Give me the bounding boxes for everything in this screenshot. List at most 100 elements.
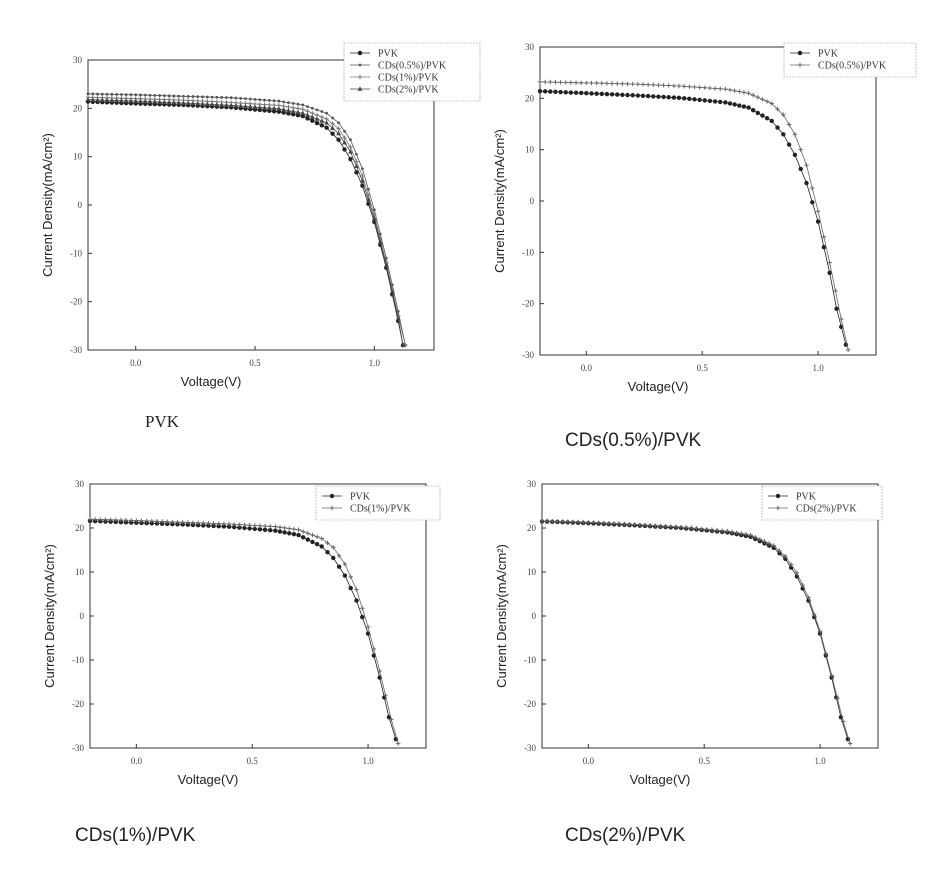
- data-point: [622, 521, 627, 527]
- data-point: [221, 524, 227, 529]
- data-point: [257, 523, 263, 528]
- data-point: [291, 526, 297, 532]
- y-tick-label: -30: [70, 345, 82, 355]
- y-axis-label: Current Density(mA/cm²): [492, 129, 507, 273]
- data-point: [723, 100, 728, 105]
- data-point: [309, 114, 315, 119]
- data-point: [841, 719, 846, 724]
- data-point: [671, 95, 677, 100]
- data-point: [190, 100, 196, 106]
- data-point: [615, 92, 620, 97]
- data-point: [247, 523, 252, 528]
- data-point: [371, 646, 377, 652]
- data-point: [273, 528, 278, 533]
- data-point: [845, 347, 851, 353]
- legend-marker: [357, 86, 363, 91]
- data-point: [149, 518, 154, 524]
- data-point: [570, 519, 576, 525]
- data-point: [200, 101, 205, 106]
- data-point: [699, 526, 704, 532]
- data-point: [324, 125, 329, 130]
- data-point: [714, 528, 720, 533]
- data-point: [128, 98, 134, 103]
- data-point: [262, 527, 268, 532]
- data-point: [128, 518, 134, 523]
- data-point: [704, 527, 709, 532]
- data-point: [257, 527, 263, 532]
- y-tick-label: 30: [527, 479, 537, 489]
- data-point: [319, 123, 325, 128]
- data-point: [343, 129, 346, 133]
- data-point: [827, 260, 832, 265]
- data-point: [86, 92, 90, 96]
- data-point: [750, 93, 756, 98]
- data-point: [257, 104, 263, 110]
- data-point: [103, 517, 108, 522]
- data-point: [718, 86, 723, 91]
- data-point: [584, 80, 589, 86]
- data-point: [331, 555, 336, 561]
- data-point: [262, 105, 267, 110]
- y-axis-label: Current Density(mA/cm²): [42, 544, 57, 688]
- data-point: [91, 92, 95, 96]
- y-tick-label: -20: [70, 297, 82, 307]
- data-point: [775, 125, 780, 130]
- data-point: [678, 524, 684, 530]
- data-point: [330, 131, 335, 136]
- y-axis-label: Current Density(mA/cm²): [40, 133, 55, 277]
- data-point: [190, 522, 196, 528]
- y-tick-label: 0: [532, 611, 537, 621]
- y-tick-label: -20: [522, 299, 534, 309]
- data-point: [320, 110, 324, 113]
- data-point: [565, 519, 570, 524]
- data-point: [764, 99, 770, 104]
- y-tick-label: 20: [75, 523, 85, 533]
- y-tick-label: 0: [78, 200, 83, 210]
- data-point: [732, 88, 737, 93]
- data-point: [666, 83, 671, 88]
- data-point: [707, 98, 713, 104]
- data-point: [827, 270, 832, 276]
- data-point: [389, 717, 394, 722]
- data-point: [596, 520, 601, 525]
- data-point: [383, 262, 389, 268]
- legend-marker: [775, 493, 781, 499]
- data-point: [234, 96, 238, 100]
- data-point: [258, 98, 262, 102]
- legend-marker: [358, 63, 362, 67]
- data-point: [342, 573, 348, 578]
- data-point: [253, 97, 257, 101]
- data-point: [712, 99, 718, 104]
- data-point: [154, 519, 160, 524]
- data-point: [225, 96, 228, 99]
- data-point: [349, 138, 352, 142]
- data-point: [134, 93, 138, 97]
- data-point: [123, 518, 129, 523]
- data-point: [214, 102, 220, 107]
- data-point: [604, 91, 610, 97]
- chart-panel-cds-0-5: -30 -20 -10 0 10 20 30 0.0 0.5 1.0 Voltage(V) Curre…: [0, 0, 932, 440]
- legend-label: CDs(1%)/PVK: [378, 73, 439, 84]
- data-point: [746, 105, 751, 110]
- data-point: [555, 519, 560, 524]
- series-0: [537, 88, 849, 347]
- series-1: [539, 518, 853, 746]
- legend-marker: [329, 493, 335, 499]
- legend-label: CDs(0.5%)/PVK: [378, 61, 447, 72]
- data-point: [750, 108, 756, 113]
- caption-pvk: PVK: [145, 412, 180, 431]
- data-point: [539, 518, 545, 524]
- y-tick-label: -30: [524, 743, 536, 753]
- data-point: [630, 81, 635, 87]
- data-point: [620, 92, 625, 97]
- data-point: [550, 519, 555, 524]
- legend-label: CDs(2%)/PVK: [378, 85, 439, 96]
- y-tick-label: 20: [525, 93, 535, 103]
- data-point: [123, 98, 129, 103]
- x-tick-label: 0.5: [697, 363, 709, 373]
- data-point: [656, 94, 661, 99]
- data-point: [692, 97, 697, 102]
